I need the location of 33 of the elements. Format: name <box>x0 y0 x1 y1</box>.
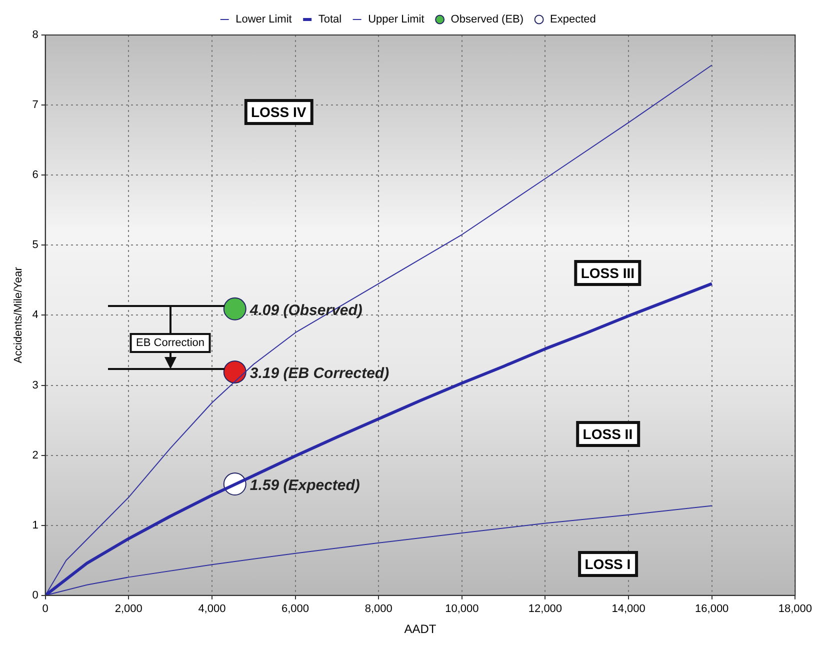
y-tick-label: 5 <box>32 239 38 252</box>
x-axis-title: AADT <box>404 622 437 636</box>
y-axis-title: Accidents/Mile/Year <box>12 266 25 364</box>
legend-label: Lower Limit <box>236 14 292 26</box>
legend-label: Upper Limit <box>368 14 424 26</box>
y-tick-label: 7 <box>32 99 38 112</box>
x-tick-label: 4,000 <box>198 603 226 616</box>
data-label: 3.19 (EB Corrected) <box>250 365 390 382</box>
x-tick-label: 18,000 <box>778 603 812 616</box>
x-tick-label: 2,000 <box>114 603 142 616</box>
x-tick-label: 0 <box>42 603 48 616</box>
x-tick-label: 6,000 <box>282 603 310 616</box>
annotation: LOSS IV <box>244 99 314 126</box>
y-tick-label: 2 <box>32 449 38 462</box>
annotation: LOSS III <box>574 260 642 286</box>
y-tick-label: 4 <box>32 309 38 322</box>
x-tick-label: 8,000 <box>364 603 392 616</box>
legend-label: Observed (EB) <box>450 14 524 26</box>
legend-label: Total <box>318 14 342 26</box>
data-label: 1.59 (Expected) <box>250 477 360 494</box>
y-tick-label: 3 <box>32 379 38 392</box>
x-tick-label: 14,000 <box>612 603 646 616</box>
y-tick-label: 0 <box>32 589 38 602</box>
y-tick-label: 6 <box>32 169 38 182</box>
x-tick-label: 16,000 <box>695 603 729 616</box>
x-tick-label: 10,000 <box>445 603 479 616</box>
y-tick-label: 1 <box>32 519 38 532</box>
y-tick-label: 8 <box>32 29 38 42</box>
legend-label: Expected <box>550 14 596 26</box>
x-tick-label: 12,000 <box>528 603 562 616</box>
annotation: LOSS II <box>576 421 640 448</box>
annotation: LOSS I <box>578 550 638 577</box>
annotation: EB Correction <box>130 333 211 354</box>
